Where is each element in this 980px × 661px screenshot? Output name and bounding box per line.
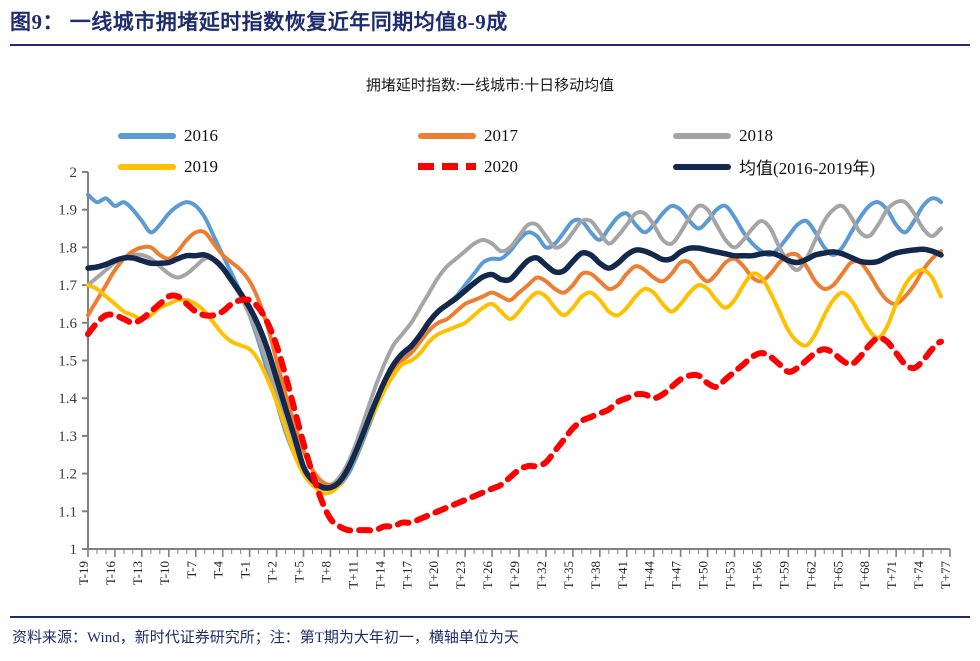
footer-divider — [10, 616, 970, 618]
series-line-均值20162019 — [85, 245, 944, 491]
x-axis-tick-label: T+65 — [830, 561, 845, 589]
x-axis-tick-label: T+23 — [453, 561, 468, 589]
y-axis-tick-label: 1.3 — [58, 429, 77, 445]
legend-label-2016: 2016 — [184, 125, 218, 145]
x-axis-tick-label: T-19 — [76, 561, 91, 585]
y-axis-tick-label: 1.7 — [58, 278, 77, 294]
x-axis-tick-label: T+35 — [561, 561, 576, 589]
source-note: 资料来源：Wind，新时代证券研究所；注：第T期为大年初一，横轴单位为天 — [12, 630, 519, 646]
x-axis-tick-label: T-16 — [103, 561, 118, 586]
y-axis-tick-label: 1.5 — [58, 354, 77, 370]
x-axis-tick-label: T+44 — [642, 561, 657, 590]
x-axis-tick-label: T+41 — [615, 561, 630, 589]
x-axis-tick-label: T+50 — [696, 561, 711, 589]
y-axis-tick-label: 1.4 — [58, 391, 77, 407]
legend-item-average[interactable]: 均值(2016-2019年) — [673, 154, 918, 179]
x-axis-tick-label: T-1 — [238, 561, 253, 579]
x-axis-tick-label: T+77 — [938, 561, 953, 590]
x-axis-tick-label: T+29 — [507, 561, 522, 589]
x-axis-tick-label: T+11 — [345, 561, 360, 589]
x-axis-tick-label: T+47 — [669, 561, 684, 590]
series-line-2019 — [86, 267, 944, 496]
legend-swatch-2020 — [418, 163, 476, 170]
y-axis-tick-label: 1.2 — [58, 467, 77, 483]
chart-legend: 2016 2017 2018 2019 2020 均值(2016-20 — [118, 120, 918, 182]
x-axis-tick-label: T+26 — [480, 561, 495, 590]
legend-item-2016[interactable]: 2016 — [118, 126, 418, 146]
x-axis-tick-label: T+17 — [399, 561, 414, 590]
legend-item-2020[interactable]: 2020 — [418, 157, 673, 177]
x-axis-tick-label: T+14 — [372, 561, 387, 590]
x-axis-tick-label: T-10 — [157, 561, 172, 585]
x-axis-tick-label: T+56 — [749, 561, 764, 590]
legend-swatch-2019 — [118, 163, 176, 170]
x-axis-tick-label: T+2 — [265, 561, 280, 583]
y-axis-tick-label: 2 — [70, 165, 78, 181]
x-axis-tick-label: T+74 — [911, 561, 926, 590]
y-axis-tick-label: 1 — [70, 542, 78, 558]
y-axis-tick-label: 1.9 — [58, 203, 77, 219]
legend-item-2017[interactable]: 2017 — [418, 126, 673, 146]
legend-swatch-2018 — [673, 132, 731, 139]
series-line-2020 — [85, 292, 945, 534]
x-axis-tick-label: T+53 — [723, 561, 738, 589]
legend-swatch-average — [673, 163, 731, 170]
legend-row-1: 2016 2017 2018 — [118, 120, 918, 151]
figure-title-bar: 图9： 一线城市拥堵延时指数恢复近年同期均值8-9成 — [10, 8, 970, 44]
line-chart: 2 1.9 1.8 1.7 1.6 1.5 1.4 1.3 1.2 1.1 1 T-19 T-16 T-1… — [58, 165, 953, 590]
y-axis-tick-label: 1.6 — [58, 316, 77, 332]
x-axis-tick-label: T+68 — [857, 561, 872, 589]
title-divider — [10, 44, 970, 46]
legend-label-average: 均值(2016-2019年) — [739, 159, 875, 178]
x-axis-tick-label: T+20 — [426, 561, 441, 589]
x-axis-tick-label: T+59 — [776, 561, 791, 589]
legend-label-2018: 2018 — [739, 125, 773, 145]
legend-row-2: 2019 2020 均值(2016-2019年) — [118, 151, 918, 182]
chart-plot-area: 2 1.9 1.8 1.7 1.6 1.5 1.4 1.3 1.2 1.1 1 T-19 T-16 T-1… — [58, 165, 953, 590]
y-axis-tick-label: 1.8 — [58, 240, 77, 256]
x-axis-tick-label: T+71 — [884, 561, 899, 589]
x-axis-tick-label: T+62 — [803, 561, 818, 589]
chart-subtitle: 拥堵延时指数:一线城市:十日移动均值 — [365, 78, 615, 94]
legend-item-2019[interactable]: 2019 — [118, 157, 418, 177]
x-axis-tick-label: T+5 — [292, 561, 307, 583]
legend-label-2017: 2017 — [484, 125, 518, 145]
x-axis-tick-label: T-13 — [130, 561, 145, 585]
series-line-2016 — [86, 192, 944, 492]
y-axis-tick-label: 1.1 — [58, 504, 77, 520]
legend-swatch-2016 — [118, 132, 176, 139]
legend-label-2019: 2019 — [184, 156, 218, 176]
x-axis-tick-label: T+38 — [588, 561, 603, 589]
page-title: 图9： 一线城市拥堵延时指数恢复近年同期均值8-9成 — [10, 10, 508, 34]
series-line-2017 — [86, 229, 944, 487]
x-axis-tick-label: T+8 — [318, 561, 333, 583]
legend-swatch-2017 — [418, 132, 476, 139]
x-axis-tick-label: T-7 — [184, 561, 199, 579]
x-axis-tick-label: T+32 — [534, 561, 549, 589]
x-axis-tick-label: T-4 — [211, 561, 226, 579]
legend-label-2020: 2020 — [484, 156, 518, 176]
legend-item-2018[interactable]: 2018 — [673, 126, 918, 146]
